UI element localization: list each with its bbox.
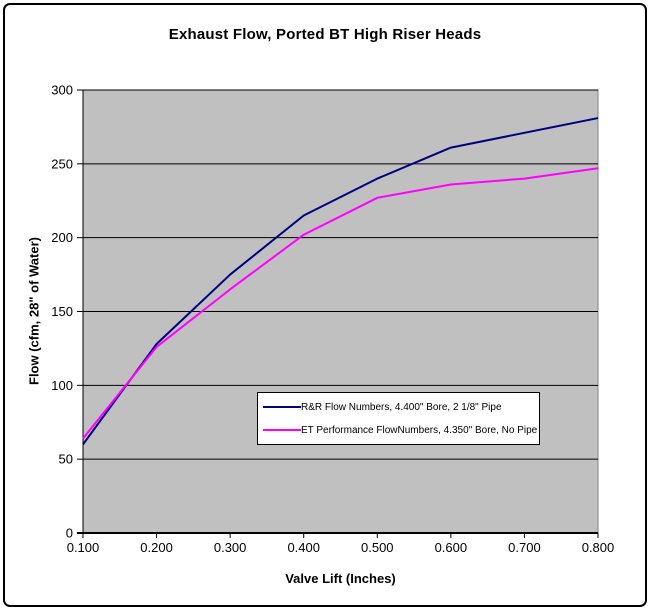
legend: R&R Flow Numbers, 4.400" Bore, 2 1/8" Pi… [257,392,540,445]
legend-label-1: ET Performance FlowNumbers, 4.350" Bore,… [301,424,538,436]
x-tick-label-0.300: 0.300 [214,540,247,555]
y-tick-label-150: 150 [51,304,73,319]
x-tick-label-0.600: 0.600 [435,540,468,555]
x-tick-label-0.800: 0.800 [582,540,615,555]
series-line-0 [82,117,599,445]
x-tick-label-0.100: 0.100 [67,540,100,555]
legend-item-1: ET Performance FlowNumbers, 4.350" Bore,… [263,424,539,437]
legend-label-0: R&R Flow Numbers, 4.400" Bore, 2 1/8" Pi… [301,401,502,413]
y-tick-label-100: 100 [51,378,73,393]
x-tick-label-0.700: 0.700 [508,540,541,555]
y-tick-label-250: 250 [51,156,73,171]
chart-outer-frame: Exhaust Flow, Ported BT High Riser Heads… [3,3,647,607]
x-tick-label-0.400: 0.400 [287,540,320,555]
y-tick-label-0: 0 [66,526,73,541]
y-axis-title: Flow (cfm, 28" of Water) [26,237,42,385]
x-axis-title: Valve Lift (Inches) [285,571,396,586]
chart-title: Exhaust Flow, Ported BT High Riser Heads [168,26,482,43]
legend-line-swatch-0 [263,406,301,408]
y-tick-label-200: 200 [51,230,73,245]
plot-area: 0 50 100 150 200 250 300 0.100 0.200 0.300 0.400 0.… [51,83,615,556]
series-line-1 [82,167,599,440]
y-tick-label-50: 50 [59,452,73,467]
x-tick-label-0.200: 0.200 [140,540,173,555]
y-tick-label-300: 300 [51,83,73,98]
x-tick-label-0.500: 0.500 [361,540,394,555]
legend-item-0: R&R Flow Numbers, 4.400" Bore, 2 1/8" Pi… [263,401,539,414]
legend-line-swatch-1 [263,429,301,431]
